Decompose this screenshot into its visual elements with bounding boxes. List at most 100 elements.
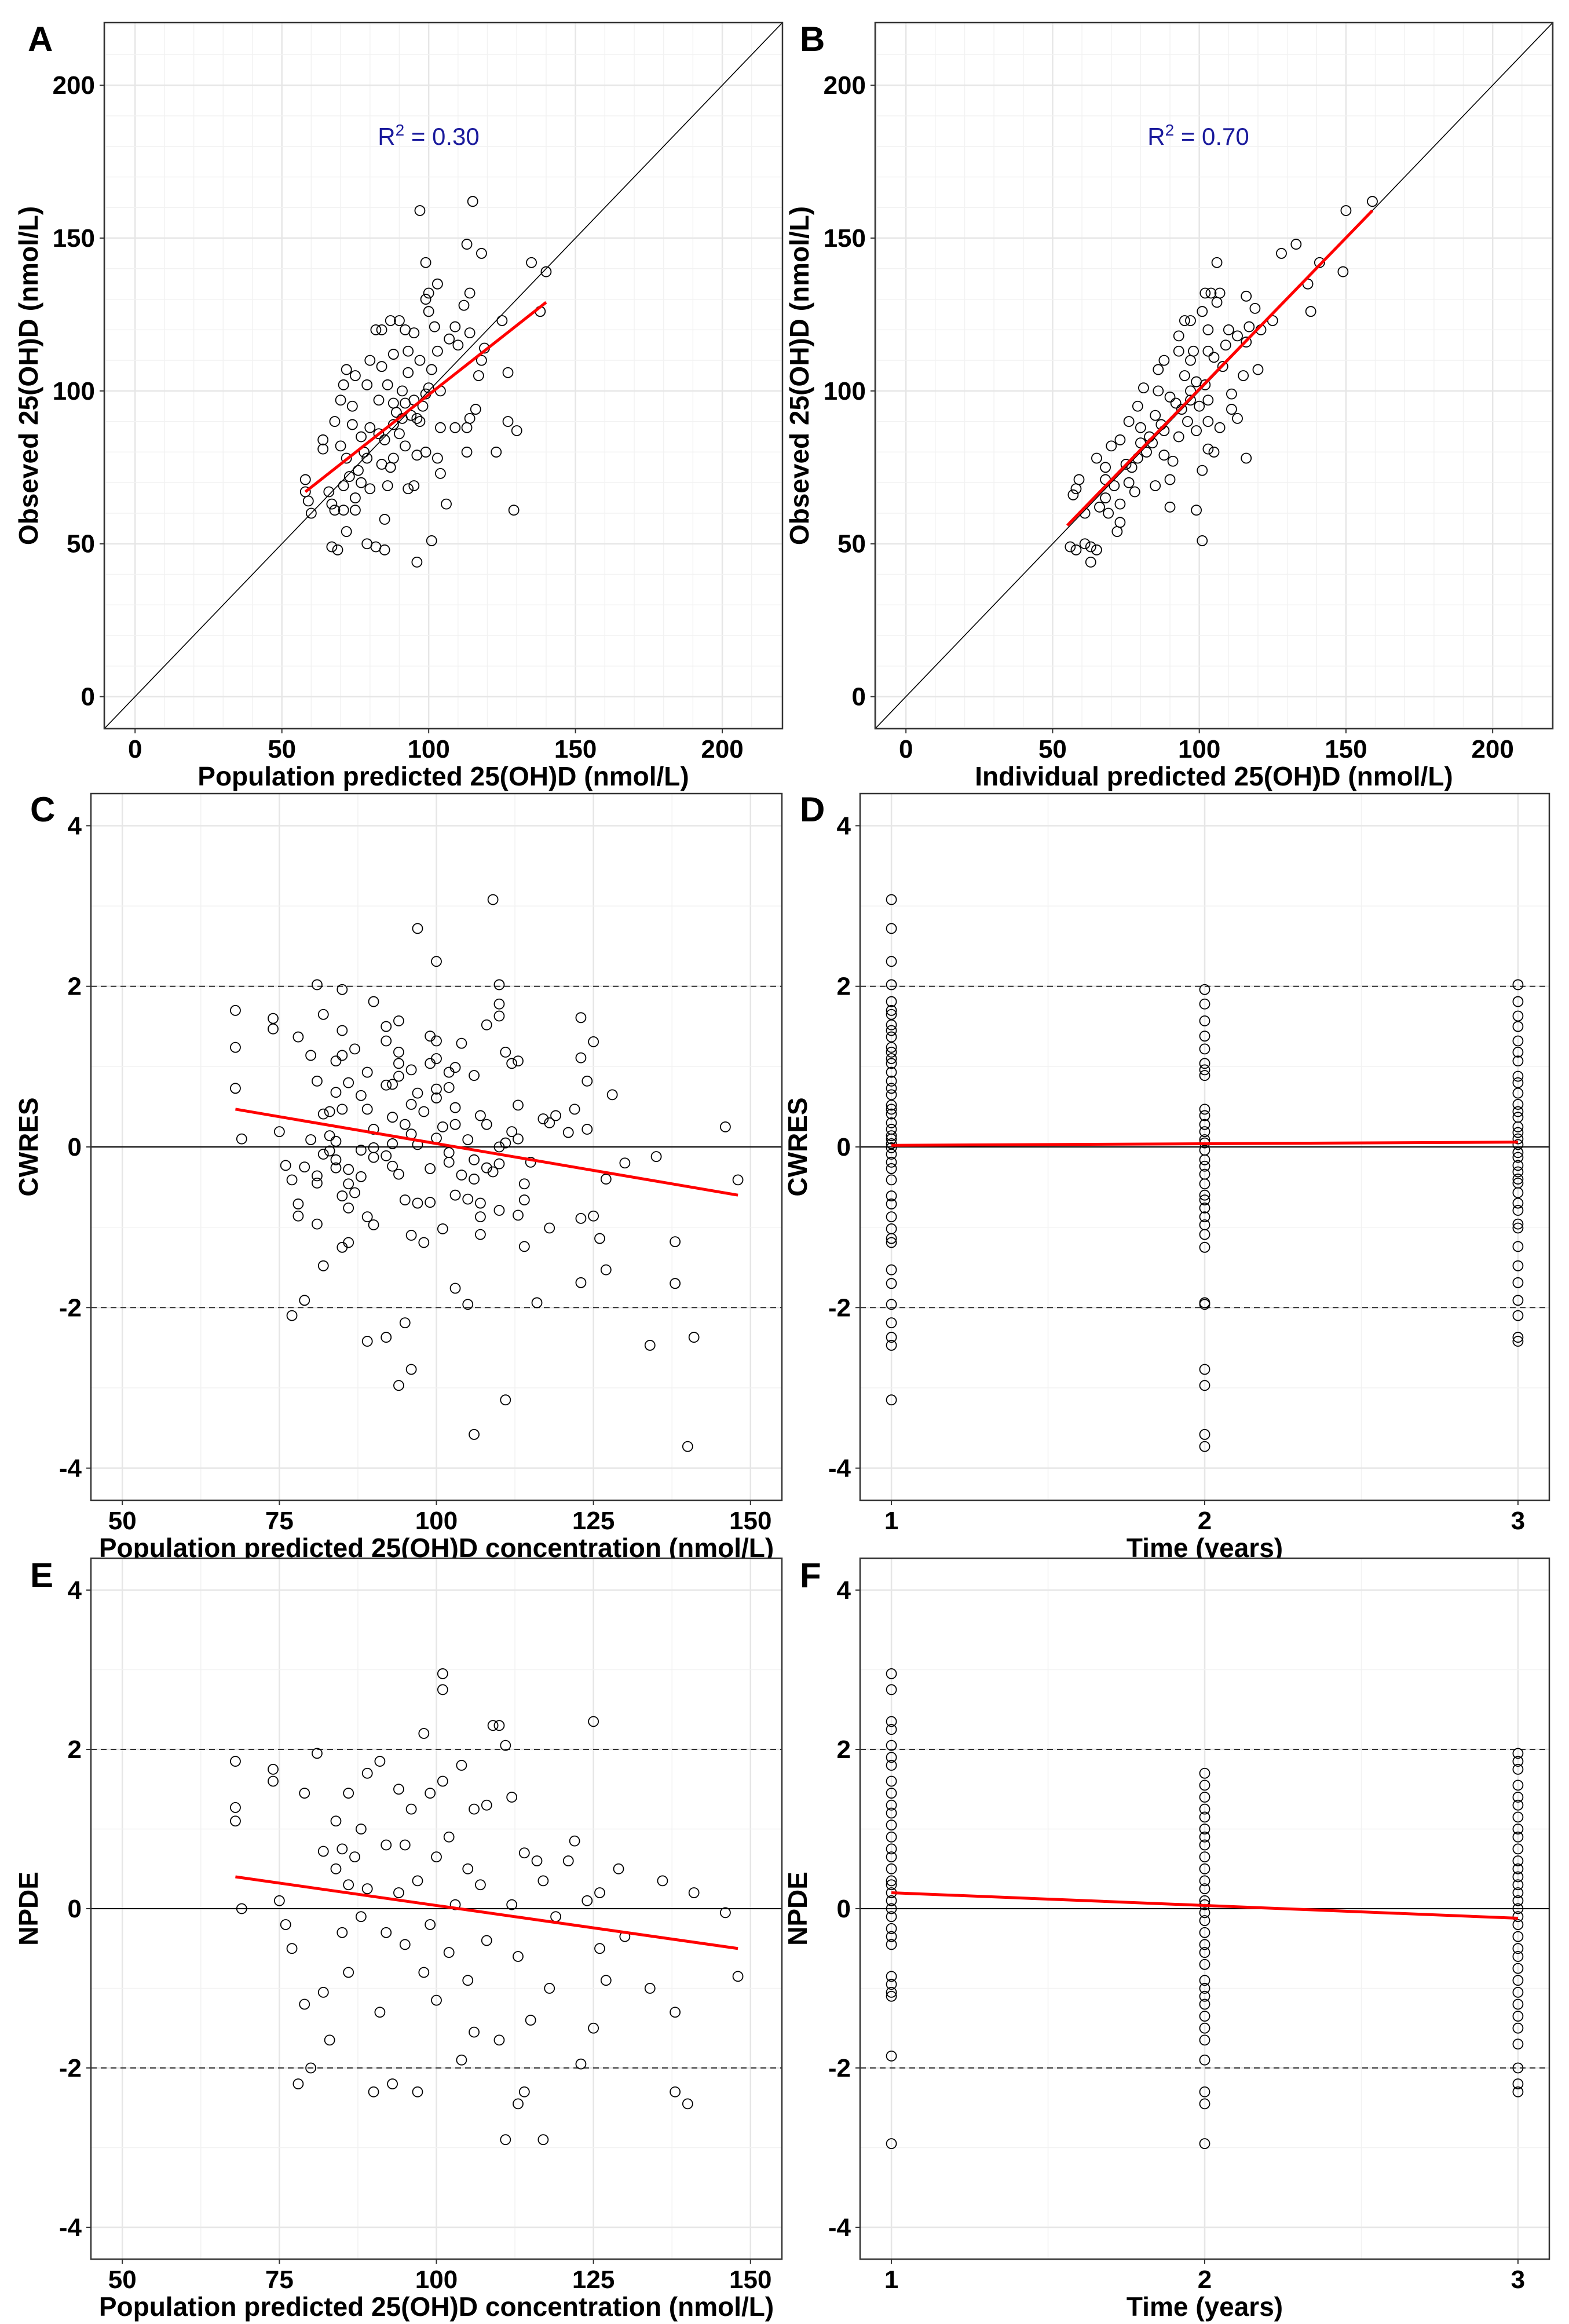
data-point [1512, 1222, 1524, 1234]
data-point [337, 1241, 348, 1253]
data-point [886, 1931, 897, 1942]
data-point [886, 1025, 897, 1036]
data-point [594, 1887, 605, 1898]
data-point [302, 495, 314, 507]
data-point [397, 385, 408, 397]
data-point [1512, 1152, 1524, 1163]
data-point [476, 355, 487, 366]
x-axis-title: Individual predicted 25(OH)D (nmol/L) [975, 761, 1453, 791]
data-point [886, 1103, 897, 1115]
data-point [1199, 1103, 1210, 1115]
data-point [1512, 996, 1524, 1007]
data-point [1070, 483, 1082, 495]
data-point [1512, 2062, 1524, 2074]
data-point [361, 1883, 373, 1895]
data-point [886, 1264, 897, 1276]
data-point [405, 410, 417, 421]
data-point [355, 1824, 367, 1835]
data-point [1512, 2038, 1524, 2050]
data-point [317, 443, 329, 455]
plot-area [860, 1558, 1549, 2259]
data-point [449, 321, 461, 332]
data-point [1314, 257, 1325, 268]
data-point [1158, 450, 1170, 461]
data-point [1512, 1792, 1524, 1803]
data-point [399, 1317, 411, 1329]
data-point [886, 1760, 897, 1771]
data-point [393, 1058, 404, 1069]
data-point [350, 370, 361, 381]
data-point [1100, 492, 1111, 503]
data-point [569, 1103, 580, 1115]
data-point [299, 1161, 310, 1173]
data-point [600, 1264, 612, 1276]
data-point [508, 505, 520, 516]
data-point [361, 452, 373, 464]
data-point [1114, 498, 1126, 510]
data-point [1100, 462, 1111, 473]
y-tick-label: -4 [59, 2213, 82, 2242]
data-point [657, 1875, 668, 1887]
data-point [581, 1124, 593, 1135]
data-point [1199, 1811, 1210, 1823]
data-point [481, 1119, 492, 1130]
data-point [312, 1177, 323, 1189]
data-point [343, 1178, 354, 1190]
data-point [382, 379, 393, 390]
data-point [423, 306, 434, 317]
data-point [268, 1023, 279, 1035]
y-tick-label: 50 [837, 530, 866, 558]
data-point [886, 1019, 897, 1031]
y-tick-label: 150 [824, 224, 866, 253]
data-point [886, 1099, 897, 1111]
data-point [886, 1939, 897, 1950]
data-point [1167, 455, 1179, 467]
data-point [456, 1037, 467, 1049]
data-point [562, 1855, 574, 1866]
data-point [481, 1162, 492, 1174]
data-point [1176, 404, 1187, 415]
plot-area [104, 23, 782, 729]
data-point [292, 1031, 304, 1043]
x-axis-title: Time (years) [1127, 2292, 1283, 2322]
data-point [343, 1202, 354, 1214]
data-point [886, 1863, 897, 1874]
data-point [330, 1162, 342, 1174]
data-point [1199, 1211, 1210, 1223]
data-point [886, 1990, 897, 2002]
x-tick-label: 75 [265, 2265, 294, 2294]
data-point [1226, 388, 1237, 400]
panel-border [103, 21, 784, 730]
data-point [1199, 2098, 1210, 2110]
data-point [1512, 1147, 1524, 1159]
data-point [332, 544, 343, 556]
data-point [575, 1277, 587, 1288]
data-point [355, 1911, 367, 1923]
data-point [575, 2058, 587, 2070]
data-point [1199, 1990, 1210, 2002]
x-tick-label: 50 [1038, 735, 1067, 763]
data-point [292, 1198, 304, 1209]
data-point [425, 1163, 436, 1174]
data-point [670, 2007, 681, 2018]
data-point [1191, 425, 1202, 436]
data-point [1199, 1947, 1210, 1958]
data-point [405, 1230, 417, 1241]
data-point [1150, 480, 1161, 491]
data-point [537, 1113, 549, 1124]
data-point [456, 1760, 467, 1771]
x-tick-label: 0 [128, 735, 142, 763]
data-point [886, 894, 897, 905]
data-point [1185, 394, 1196, 406]
data-point [417, 400, 429, 412]
data-point [387, 349, 399, 360]
panel-a: 0 50 100 150 200 0 50 100 150 200 Population predi… [13, 20, 784, 791]
data-point [399, 1119, 411, 1130]
data-point [431, 452, 443, 464]
data-point [399, 1194, 411, 1205]
data-point [513, 1099, 524, 1111]
data-point [886, 1142, 897, 1153]
data-point [374, 2007, 386, 2018]
data-point [513, 1951, 524, 1962]
x-tick-label: 100 [407, 735, 449, 763]
